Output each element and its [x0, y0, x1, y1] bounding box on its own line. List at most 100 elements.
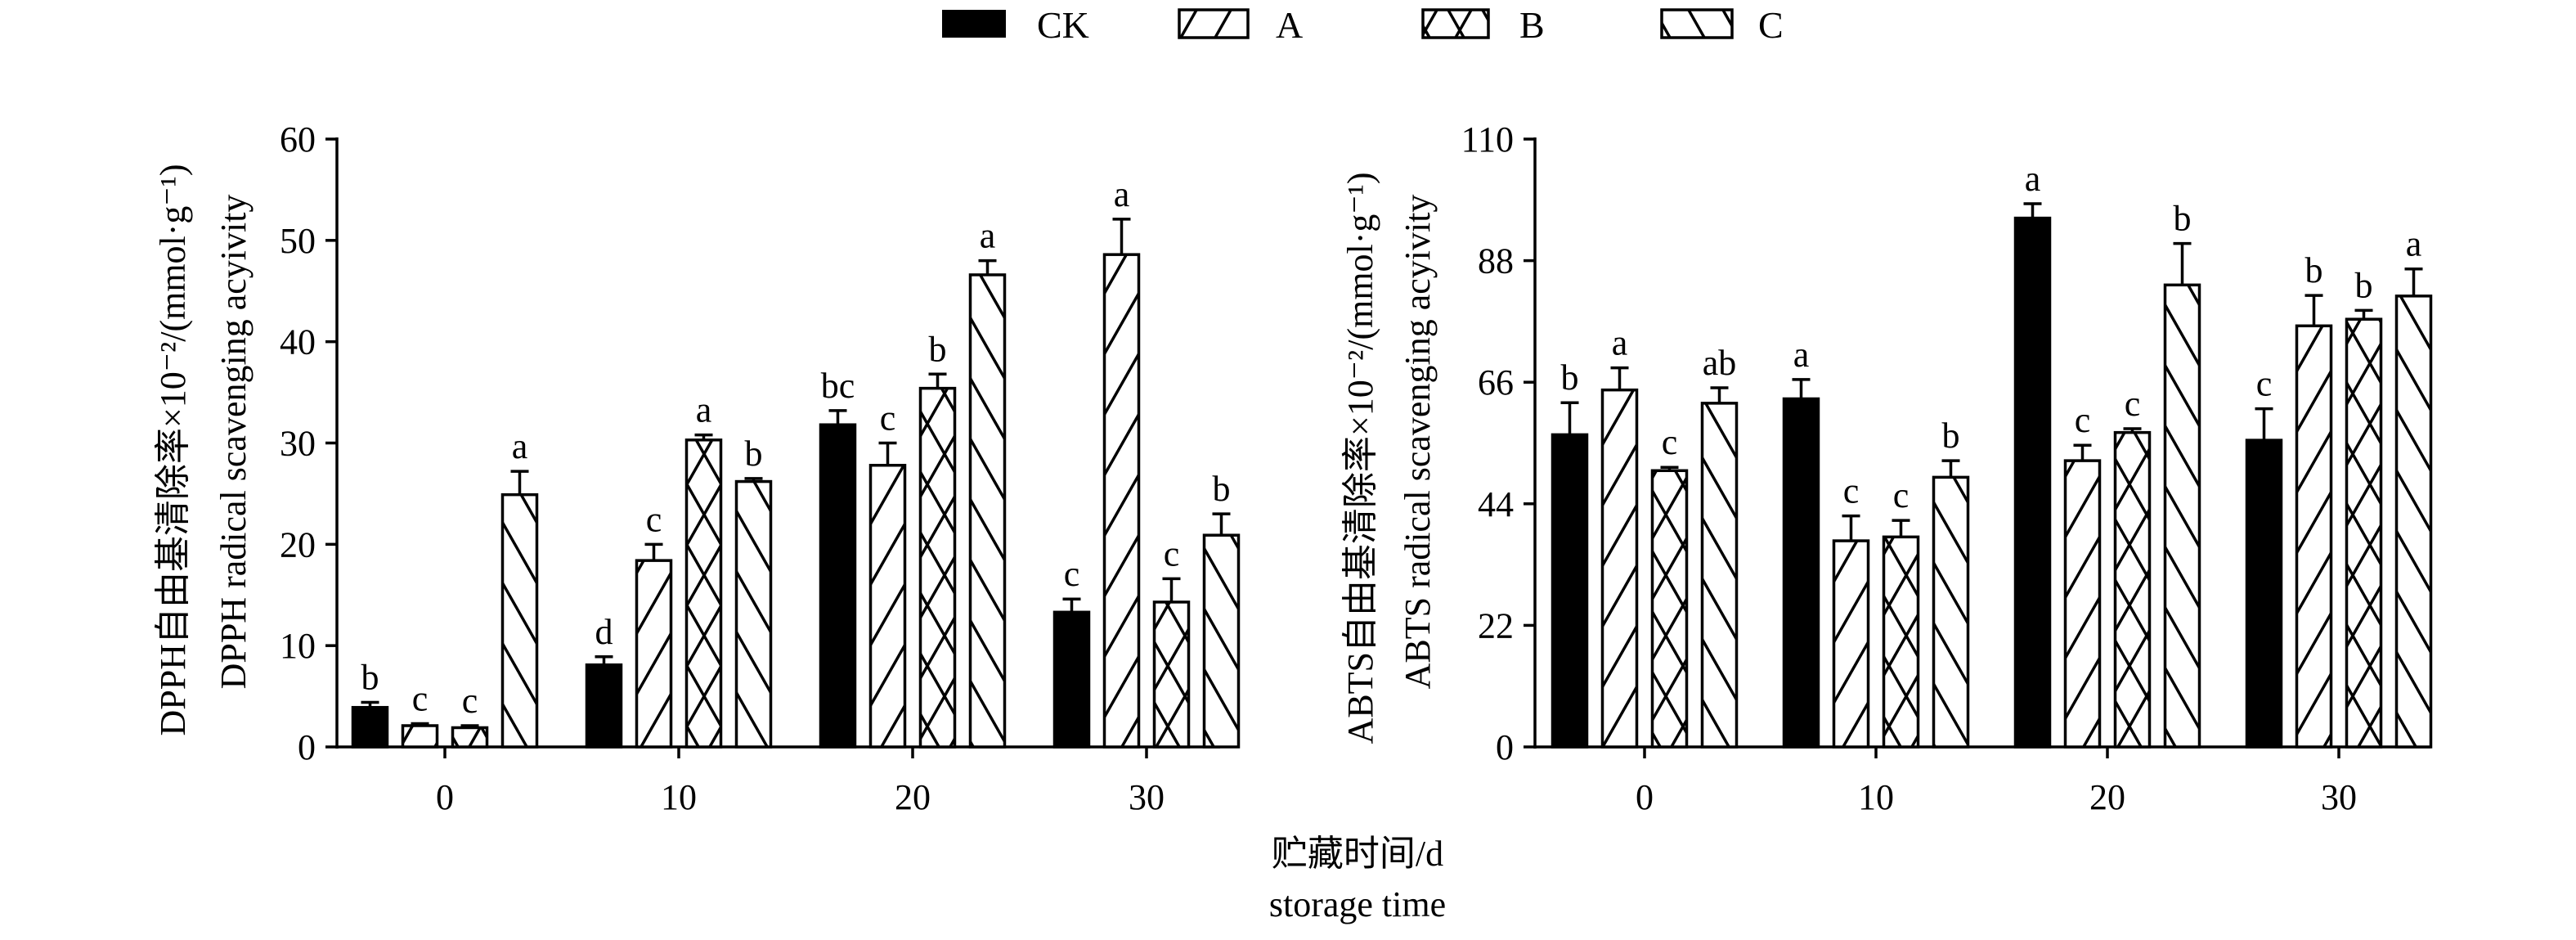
- x-tick-label: 20: [2089, 777, 2125, 817]
- abts-bar-ck-day30: [2245, 439, 2283, 749]
- significance-letter: a: [1114, 174, 1130, 214]
- significance-letter: a: [2406, 224, 2422, 264]
- dpph-bar-a-day20: [868, 463, 907, 749]
- significance-letter: ab: [1703, 343, 1737, 383]
- y-tick-label: 50: [280, 221, 316, 261]
- y-tick-label: 10: [280, 626, 316, 666]
- significance-letter: c: [2125, 384, 2141, 424]
- abts-bar-ck-day10: [1782, 397, 1820, 749]
- y-tick-label: 30: [280, 424, 316, 464]
- y-tick-label: 0: [298, 727, 316, 767]
- significance-letter: d: [595, 612, 613, 652]
- dpph-bar-ck-day20: [819, 423, 857, 749]
- abts-bar-b-day30: [2345, 317, 2383, 749]
- legend-label-ck: CK: [1037, 4, 1089, 46]
- legend-swatch-ck: [942, 10, 1006, 38]
- legend-label-c: C: [1758, 4, 1784, 46]
- abts-bar-a-day10: [1832, 539, 1870, 749]
- significance-letter: b: [745, 434, 763, 474]
- abts-bar-ck-day0: [1551, 433, 1589, 749]
- dpph-bar-c-day10: [734, 479, 773, 749]
- y-tick-label: 66: [1478, 362, 1514, 403]
- significance-letter: a: [1612, 323, 1628, 363]
- dpph-bar-a-day0: [401, 724, 439, 749]
- x-tick-label: 30: [2321, 777, 2357, 817]
- right-ylabel-cn: ABTS自由基清除率×10⁻²/(mmol·g⁻¹): [1340, 173, 1380, 744]
- significance-letter: a: [1793, 335, 1810, 375]
- dpph-bar-b-day30: [1152, 600, 1191, 749]
- x-tick-label: 20: [895, 777, 931, 817]
- y-tick-label: 40: [280, 322, 316, 362]
- abts-bar-c-day10: [1932, 475, 1970, 749]
- significance-letter: a: [512, 426, 528, 466]
- x-tick-label: 0: [1636, 777, 1654, 817]
- abts-bar-a-day30: [2295, 324, 2333, 749]
- significance-letter: bc: [821, 366, 855, 406]
- abts-bar-a-day0: [1600, 388, 1639, 749]
- y-tick-label: 0: [1496, 727, 1514, 767]
- y-tick-label: 88: [1478, 241, 1514, 281]
- significance-letter: b: [361, 658, 379, 698]
- dpph-bar-a-day10: [635, 559, 673, 749]
- abts-bar-b-day0: [1650, 469, 1689, 749]
- abts-bar-b-day20: [2113, 430, 2152, 749]
- significance-letter: c: [646, 499, 662, 539]
- abts-bar-a-day20: [2063, 459, 2102, 749]
- significance-letter: a: [2025, 159, 2041, 199]
- significance-letter: a: [980, 216, 996, 256]
- dpph-bar-ck-day30: [1052, 610, 1091, 749]
- dpph-bar-b-day0: [451, 726, 489, 749]
- abts-bar-b-day10: [1882, 535, 1920, 749]
- legend-swatch-b: [1421, 8, 1490, 39]
- significance-letter: c: [412, 679, 429, 719]
- significance-letter: b: [929, 329, 947, 369]
- significance-letter: c: [1893, 475, 1910, 515]
- significance-letter: b: [1942, 416, 1960, 456]
- significance-letter: b: [2305, 250, 2323, 290]
- significance-letter: a: [696, 390, 712, 430]
- dpph-bar-b-day20: [918, 386, 957, 749]
- abts-bar-ck-day20: [2013, 216, 2052, 749]
- y-tick-label: 110: [1461, 119, 1514, 160]
- left-ylabel-cn: DPPH自由基清除率×10⁻²/(mmol·g⁻¹): [153, 164, 193, 736]
- y-tick-label: 60: [280, 119, 316, 160]
- abts-bar-c-day30: [2394, 295, 2433, 749]
- dpph-bar-ck-day10: [585, 663, 623, 749]
- legend-label-b: B: [1519, 4, 1545, 46]
- significance-letter: b: [2174, 199, 2192, 239]
- legend-swatch-a: [1178, 8, 1250, 39]
- y-tick-label: 22: [1478, 605, 1514, 645]
- significance-letter: c: [2256, 364, 2273, 404]
- legend-label-a: A: [1276, 4, 1303, 46]
- significance-letter: b: [1213, 469, 1231, 509]
- abts-bar-c-day20: [2163, 283, 2201, 749]
- significance-letter: c: [1843, 471, 1860, 511]
- y-tick-label: 44: [1478, 484, 1514, 524]
- dpph-bar-c-day0: [500, 492, 539, 749]
- x-tick-label: 10: [1858, 777, 1894, 817]
- significance-letter: b: [1561, 358, 1579, 398]
- x-tick-label: 30: [1129, 777, 1165, 817]
- dpph-bar-ck-day0: [351, 705, 389, 749]
- dpph-bar-c-day20: [968, 273, 1007, 749]
- right-ylabel-en: ABTS radical scavenging acyivity: [1398, 195, 1438, 690]
- x-tick-label: 0: [436, 777, 454, 817]
- significance-letter: c: [2075, 400, 2091, 440]
- dpph-bar-a-day30: [1102, 253, 1141, 749]
- legend-swatch-c: [1660, 8, 1734, 39]
- x-tick-label: 10: [661, 777, 697, 817]
- significance-letter: c: [1164, 533, 1180, 573]
- significance-letter: c: [1064, 554, 1080, 594]
- legend: CK A B C: [942, 4, 1784, 46]
- left-ylabel-en: DPPH radical scavenging acyivity: [213, 195, 254, 690]
- significance-letter: c: [880, 398, 896, 439]
- significance-letter: c: [1662, 422, 1678, 462]
- xlabel-cn: 贮藏时间/d: [1272, 834, 1443, 874]
- dpph-bar-c-day30: [1202, 533, 1241, 749]
- dpph-bar-b-day10: [684, 439, 723, 749]
- significance-letter: b: [2355, 265, 2373, 305]
- significance-letter: c: [462, 681, 478, 721]
